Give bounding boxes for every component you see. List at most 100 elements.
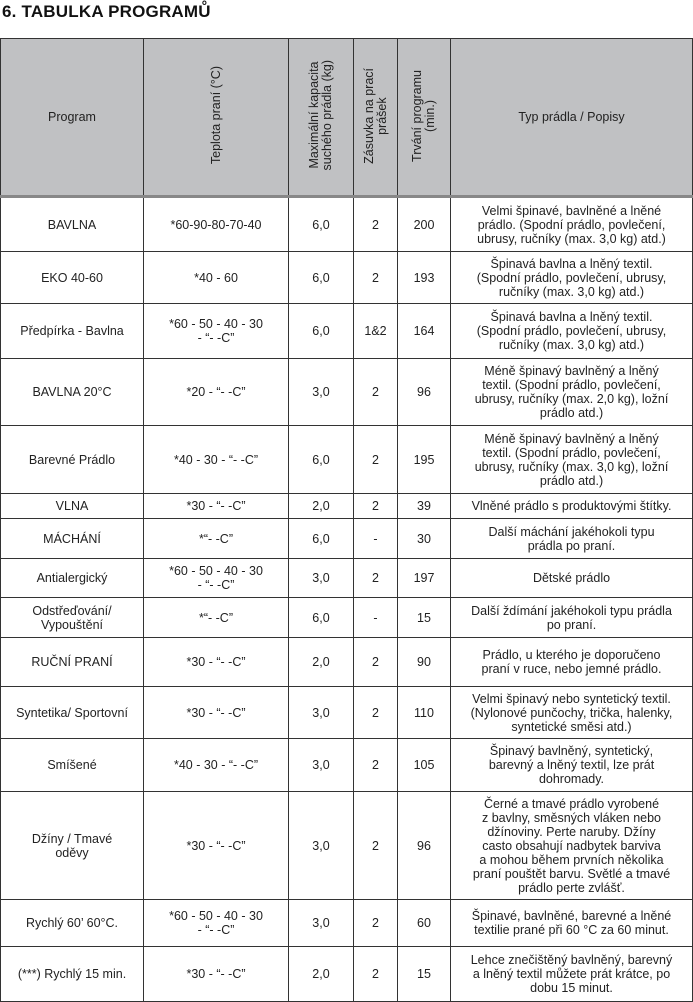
description-cell: Prádlo, u kterého je doporučeno praní v …: [450, 637, 693, 687]
drawer-cell: 2: [353, 493, 398, 519]
program-cell: Odstřeďování/ Vypouštění: [0, 597, 144, 638]
duration-cell: 39: [397, 493, 451, 519]
temperature-cell: *30 - “- -C”: [143, 946, 289, 1002]
temperature-cell: *30 - “- -C”: [143, 791, 289, 900]
temperature-cell: *40 - 60: [143, 251, 289, 304]
table-row: Syntetika/ Sportovní *30 - “- -C” 3,0 2 110 V…: [0, 686, 693, 739]
header-description: Typ prádla / Popisy: [450, 38, 693, 197]
table-row: EKO 40-60 *40 - 60 6,0 2 193 Špinavá bavlna a…: [0, 251, 693, 304]
table-row: BAVLNA *60-90-80-70-40 6,0 2 200 Velmi špinav…: [0, 195, 693, 252]
capacity-cell: 6,0: [288, 195, 354, 252]
description-cell: Méně špinavý bavlněný a lněný textil. (S…: [450, 358, 693, 426]
duration-cell: 197: [397, 558, 451, 598]
duration-cell: 164: [397, 303, 451, 359]
table-row: Odstřeďování/ Vypouštění *“- -C” 6,0-15 Dal…: [0, 597, 693, 638]
header-drawer: Zásuvka na prací prášek: [353, 38, 398, 197]
temperature-cell: *60 - 50 - 40 - 30 - “- -C”: [143, 899, 289, 947]
drawer-cell: 2: [353, 738, 398, 792]
description-cell: Špinavý bavlněný, syntetický, barevný a …: [450, 738, 693, 792]
drawer-cell: 1&2: [353, 303, 398, 359]
program-cell: Barevné Prádlo: [0, 425, 144, 494]
page-title: 6. TABULKA PROGRAMŮ: [2, 2, 211, 21]
description-cell: Další ždímání jakéhokoli typu prádla po …: [450, 597, 693, 638]
program-cell: BAVLNA: [0, 195, 144, 252]
temperature-cell: *“- -C”: [143, 518, 289, 559]
temperature-cell: *40 - 30 - “- -C”: [143, 425, 289, 494]
program-cell: Smíšené: [0, 738, 144, 792]
program-cell: Předpírka - Bavlna: [0, 303, 144, 359]
drawer-cell: 2: [353, 686, 398, 739]
header-duration: Trvání programu (min.): [397, 38, 451, 197]
duration-cell: 105: [397, 738, 451, 792]
duration-cell: 15: [397, 597, 451, 638]
description-cell: Velmi špinavé, bavlněné a lněné prádlo. …: [450, 195, 693, 252]
duration-cell: 96: [397, 358, 451, 426]
table-row: BAVLNA 20°C *20 - “- -C” 3,0 2 96 Méně špinav…: [0, 358, 693, 426]
header-program: Program: [0, 38, 144, 197]
capacity-cell: 6,0: [288, 303, 354, 359]
capacity-cell: 2,0: [288, 946, 354, 1002]
header-row: Program Teplota praní (°C) Maximální kap…: [0, 38, 693, 197]
capacity-cell: 3,0: [288, 358, 354, 426]
drawer-cell: 2: [353, 195, 398, 252]
program-cell: Syntetika/ Sportovní: [0, 686, 144, 739]
description-cell: Černé a tmavé prádlo vyrobené z bavlny, …: [450, 791, 693, 900]
drawer-cell: 2: [353, 946, 398, 1002]
capacity-cell: 3,0: [288, 686, 354, 739]
temperature-cell: *60-90-80-70-40: [143, 195, 289, 252]
program-cell: (***) Rychlý 15 min.: [0, 946, 144, 1002]
capacity-cell: 6,0: [288, 425, 354, 494]
description-cell: Dětské prádlo: [450, 558, 693, 598]
duration-cell: 30: [397, 518, 451, 559]
temperature-cell: *30 - “- -C”: [143, 493, 289, 519]
table-row: Antialergický *60 - 50 - 40 - 30 - “- -C”…: [0, 558, 693, 598]
capacity-cell: 3,0: [288, 899, 354, 947]
drawer-cell: 2: [353, 358, 398, 426]
table-row: Předpírka - Bavlna *60 - 50 - 40 - 30 - “…: [0, 303, 693, 359]
duration-cell: 60: [397, 899, 451, 947]
program-cell: EKO 40-60: [0, 251, 144, 304]
description-cell: Špinavá bavlna a lněný textil. (Spodní p…: [450, 303, 693, 359]
drawer-cell: 2: [353, 791, 398, 900]
program-cell: Antialergický: [0, 558, 144, 598]
drawer-cell: 2: [353, 251, 398, 304]
table-row: Rychlý 60’ 60°C. *60 - 50 - 40 - 30 - “- …: [0, 899, 693, 947]
program-cell: Rychlý 60’ 60°C.: [0, 899, 144, 947]
table-row: Barevné Prádlo *40 - 30 - “- -C” 6,0 2 195 Mé…: [0, 425, 693, 494]
duration-cell: 193: [397, 251, 451, 304]
description-cell: Vlněné prádlo s produktovými štítky.: [450, 493, 693, 519]
drawer-cell: 2: [353, 637, 398, 687]
drawer-cell: -: [353, 597, 398, 638]
drawer-cell: -: [353, 518, 398, 559]
drawer-cell: 2: [353, 899, 398, 947]
header-temperature: Teplota praní (°C): [143, 38, 289, 197]
temperature-cell: *40 - 30 - “- -C”: [143, 738, 289, 792]
temperature-cell: *20 - “- -C”: [143, 358, 289, 426]
capacity-cell: 6,0: [288, 518, 354, 559]
description-cell: Lehce znečištěný bavlněný, barevný a lně…: [450, 946, 693, 1002]
table-row: VLNA *30 - “- -C” 2,0 2 39 Vlněné prádlo s pr…: [0, 493, 693, 519]
program-cell: RUČNÍ PRANÍ: [0, 637, 144, 687]
duration-cell: 96: [397, 791, 451, 900]
duration-cell: 110: [397, 686, 451, 739]
capacity-cell: 6,0: [288, 251, 354, 304]
temperature-cell: *30 - “- -C”: [143, 637, 289, 687]
capacity-cell: 3,0: [288, 791, 354, 900]
table-row: (***) Rychlý 15 min. *30 - “- -C” 2,0 2 15 Le…: [0, 946, 693, 1002]
capacity-cell: 3,0: [288, 558, 354, 598]
capacity-cell: 6,0: [288, 597, 354, 638]
capacity-cell: 2,0: [288, 637, 354, 687]
table-row: MÁCHÁNÍ *“- -C” 6,0-30 Další máchání jakého…: [0, 518, 693, 559]
duration-cell: 15: [397, 946, 451, 1002]
duration-cell: 195: [397, 425, 451, 494]
program-cell: BAVLNA 20°C: [0, 358, 144, 426]
table-row: Džíny / Tmavé oděvy *30 - “- -C” 3,0 2 96 Čer…: [0, 791, 693, 900]
duration-cell: 200: [397, 195, 451, 252]
temperature-cell: *“- -C”: [143, 597, 289, 638]
table-row: RUČNÍ PRANÍ *30 - “- -C” 2,0 2 90 Prádlo, u k…: [0, 637, 693, 687]
program-cell: MÁCHÁNÍ: [0, 518, 144, 559]
description-cell: Další máchání jakéhokoli typu prádla po …: [450, 518, 693, 559]
temperature-cell: *60 - 50 - 40 - 30 - “- -C”: [143, 303, 289, 359]
description-cell: Špinavé, bavlněné, barevné a lněné texti…: [450, 899, 693, 947]
program-cell: Džíny / Tmavé oděvy: [0, 791, 144, 900]
